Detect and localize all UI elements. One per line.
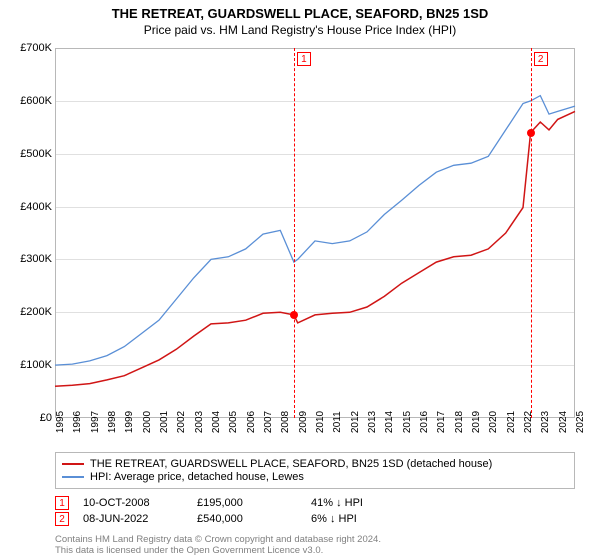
event-date: 10-OCT-2008 bbox=[83, 497, 183, 509]
chart-container: THE RETREAT, GUARDSWELL PLACE, SEAFORD, … bbox=[0, 0, 600, 560]
event-pct: 41% ↓ HPI bbox=[311, 497, 411, 509]
xtick-label: 1997 bbox=[90, 411, 101, 433]
event-row: 2 08-JUN-2022 £540,000 6% ↓ HPI bbox=[55, 512, 575, 526]
series-line bbox=[55, 111, 575, 386]
xtick-label: 2023 bbox=[540, 411, 551, 433]
xtick-label: 2018 bbox=[454, 411, 465, 433]
xtick-label: 2015 bbox=[402, 411, 413, 433]
event-price: £195,000 bbox=[197, 497, 297, 509]
event-marker-box: 2 bbox=[534, 52, 548, 66]
event-data-point bbox=[527, 129, 535, 137]
xtick-label: 2001 bbox=[159, 411, 170, 433]
xtick-label: 2016 bbox=[419, 411, 430, 433]
legend-swatch bbox=[62, 476, 84, 478]
ytick-label: £600K bbox=[20, 95, 52, 107]
series-line bbox=[55, 96, 575, 366]
event-marker-box: 2 bbox=[55, 512, 69, 526]
footer-line: Contains HM Land Registry data © Crown c… bbox=[55, 534, 575, 545]
event-table: 1 10-OCT-2008 £195,000 41% ↓ HPI 2 08-JUN-202… bbox=[55, 494, 575, 528]
xtick-label: 2007 bbox=[263, 411, 274, 433]
xtick-label: 2021 bbox=[506, 411, 517, 433]
xtick-label: 2011 bbox=[332, 411, 343, 433]
xtick-label: 2003 bbox=[194, 411, 205, 433]
xtick-label: 2010 bbox=[315, 411, 326, 433]
plot-svg bbox=[55, 48, 575, 418]
event-marker-box: 1 bbox=[297, 52, 311, 66]
xtick-label: 2025 bbox=[575, 411, 586, 433]
ytick-label: £0 bbox=[40, 412, 52, 424]
ytick-label: £100K bbox=[20, 359, 52, 371]
xtick-label: 1996 bbox=[72, 411, 83, 433]
legend-label: HPI: Average price, detached house, Lewe… bbox=[90, 471, 304, 483]
event-row: 1 10-OCT-2008 £195,000 41% ↓ HPI bbox=[55, 496, 575, 510]
xtick-label: 2019 bbox=[471, 411, 482, 433]
legend-row: HPI: Average price, detached house, Lewe… bbox=[62, 471, 568, 483]
chart-title: THE RETREAT, GUARDSWELL PLACE, SEAFORD, … bbox=[0, 0, 600, 21]
footer: Contains HM Land Registry data © Crown c… bbox=[55, 534, 575, 557]
xtick-label: 2013 bbox=[367, 411, 378, 433]
ytick-label: £700K bbox=[20, 42, 52, 54]
xtick-label: 1999 bbox=[124, 411, 135, 433]
xtick-label: 2012 bbox=[350, 411, 361, 433]
event-vline bbox=[531, 48, 532, 418]
xtick-label: 2006 bbox=[246, 411, 257, 433]
xtick-label: 2017 bbox=[436, 411, 447, 433]
legend-swatch bbox=[62, 463, 84, 465]
xtick-label: 2014 bbox=[384, 411, 395, 433]
xtick-label: 1995 bbox=[55, 411, 66, 433]
event-date: 08-JUN-2022 bbox=[83, 513, 183, 525]
xtick-label: 2004 bbox=[211, 411, 222, 433]
xtick-label: 2008 bbox=[280, 411, 291, 433]
xtick-label: 2024 bbox=[558, 411, 569, 433]
event-data-point bbox=[290, 311, 298, 319]
xtick-label: 1998 bbox=[107, 411, 118, 433]
event-price: £540,000 bbox=[197, 513, 297, 525]
event-pct: 6% ↓ HPI bbox=[311, 513, 411, 525]
event-vline bbox=[294, 48, 295, 418]
xtick-label: 2005 bbox=[228, 411, 239, 433]
ytick-label: £200K bbox=[20, 306, 52, 318]
legend-label: THE RETREAT, GUARDSWELL PLACE, SEAFORD, … bbox=[90, 458, 492, 470]
xtick-label: 2009 bbox=[298, 411, 309, 433]
legend-row: THE RETREAT, GUARDSWELL PLACE, SEAFORD, … bbox=[62, 458, 568, 470]
footer-line: This data is licensed under the Open Gov… bbox=[55, 545, 575, 556]
xtick-label: 2002 bbox=[176, 411, 187, 433]
ytick-label: £500K bbox=[20, 148, 52, 160]
xtick-label: 2000 bbox=[142, 411, 153, 433]
legend: THE RETREAT, GUARDSWELL PLACE, SEAFORD, … bbox=[55, 452, 575, 489]
event-marker-box: 1 bbox=[55, 496, 69, 510]
ytick-label: £300K bbox=[20, 253, 52, 265]
xtick-label: 2020 bbox=[488, 411, 499, 433]
xtick-label: 2022 bbox=[523, 411, 534, 433]
chart-subtitle: Price paid vs. HM Land Registry's House … bbox=[0, 21, 600, 37]
ytick-label: £400K bbox=[20, 201, 52, 213]
